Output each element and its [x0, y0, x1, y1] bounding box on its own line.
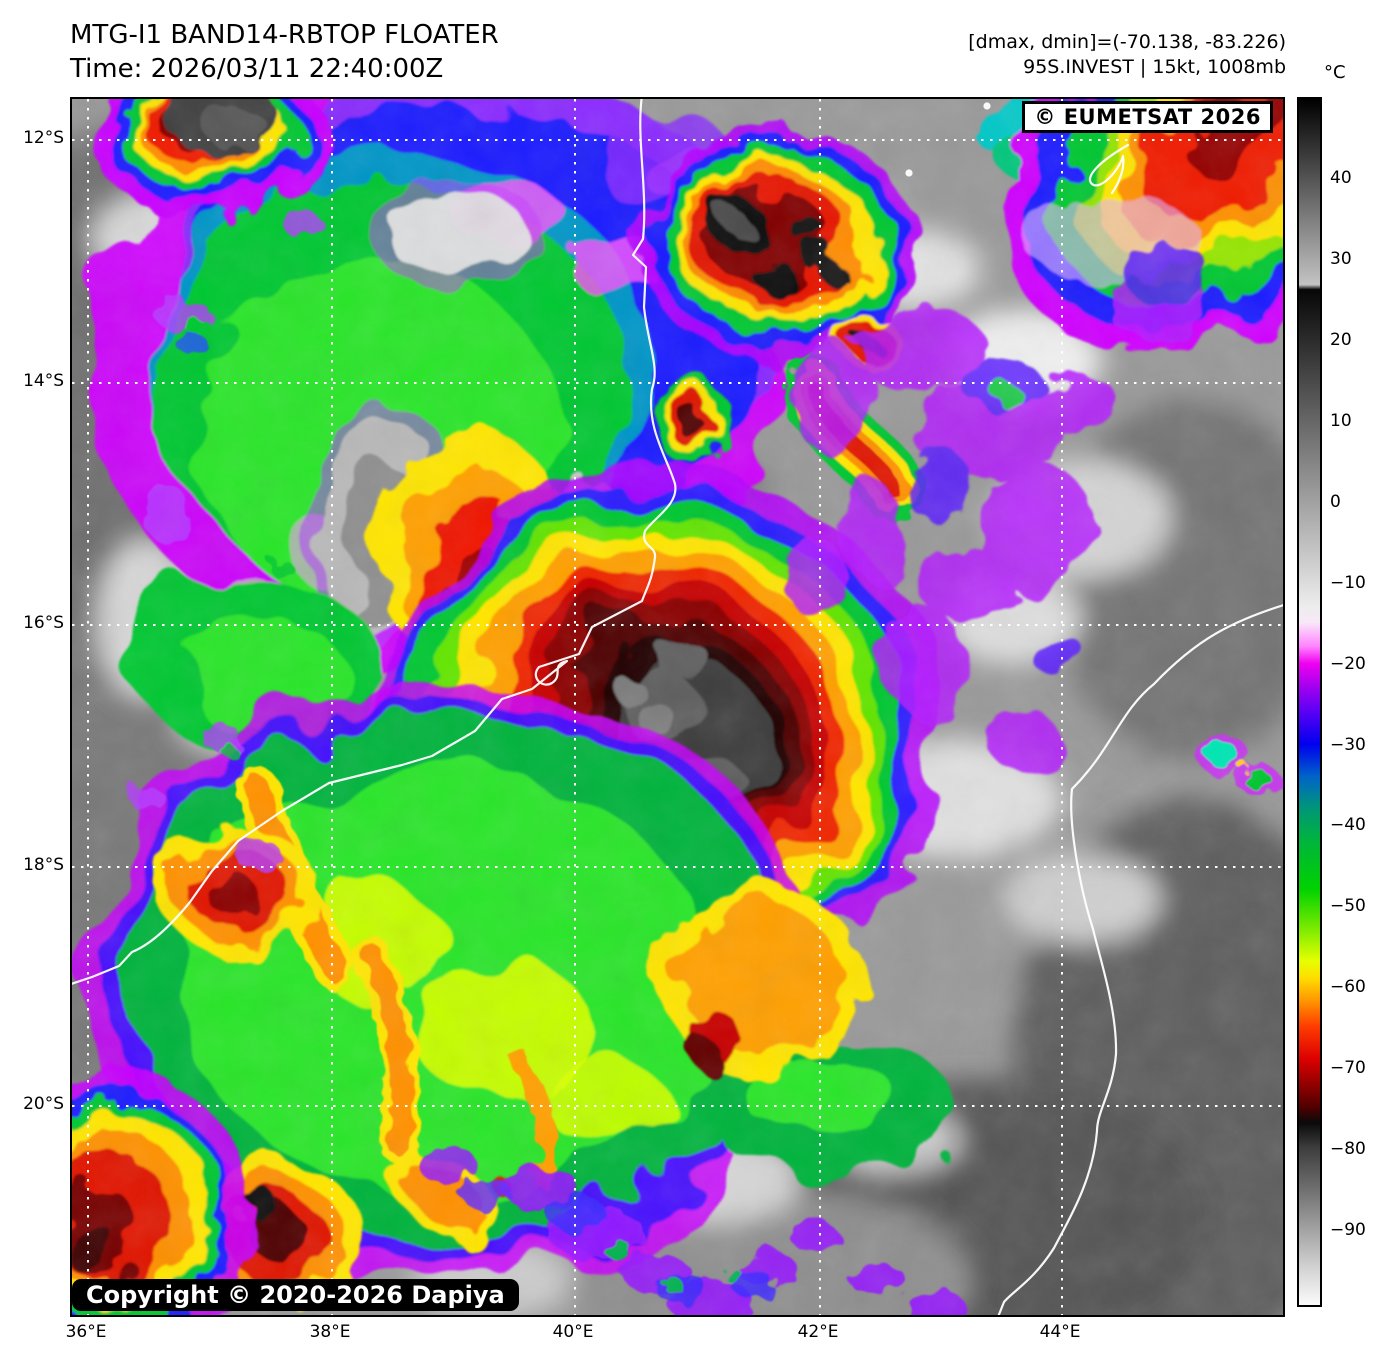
eumetsat-watermark: © EUMETSAT 2026: [1022, 101, 1273, 133]
x-axis-label: 42°E: [797, 1322, 839, 1342]
page-title: MTG-I1 BAND14-RBTOP FLOATER: [70, 20, 499, 50]
cloud-texture-overlay: [72, 99, 1283, 1315]
x-axis-label: 36°E: [65, 1322, 107, 1342]
island: [983, 102, 991, 110]
colorbar-tick-label: −70: [1330, 1058, 1366, 1079]
title-block: MTG-I1 BAND14-RBTOP FLOATER Time: 2026/0…: [70, 18, 499, 86]
colorbar-tick-label: 10: [1330, 410, 1352, 431]
colorbar-tick-label: −90: [1330, 1220, 1366, 1241]
coastline-mozambique: [72, 99, 677, 985]
info-block: [dmax, dmin]=(-70.138, -83.226) 95S.INVE…: [968, 30, 1286, 80]
colorbar-tick-label: −20: [1330, 653, 1366, 674]
colorbar-unit-label: °C: [1324, 62, 1346, 83]
coastline-madagascar: [997, 604, 1283, 1315]
colorbar-tick-label: −60: [1330, 977, 1366, 998]
colorbar-tick-label: −30: [1330, 734, 1366, 755]
temperature-colorbar: [1297, 97, 1322, 1307]
graticule: [72, 99, 1283, 1315]
colorbar-tick-label: 0: [1330, 491, 1341, 512]
y-axis-label: 18°S: [23, 855, 64, 875]
x-axis-label: 40°E: [552, 1322, 594, 1342]
satellite-map: [70, 97, 1285, 1317]
coastline-cape-hook: [1088, 143, 1130, 195]
colorbar-tick-label: −80: [1330, 1139, 1366, 1160]
colorbar-tick-label: −50: [1330, 896, 1366, 917]
timestamp: Time: 2026/03/11 22:40:00Z: [70, 54, 444, 84]
island: [905, 169, 913, 177]
colorbar-tick-label: −10: [1330, 572, 1366, 593]
y-axis-label: 16°S: [23, 613, 64, 633]
colorbar-tick-label: 40: [1330, 168, 1352, 188]
satellite-image: [72, 99, 1283, 1315]
copyright-badge: Copyright © 2020-2026 Dapiya: [72, 1279, 519, 1311]
x-axis-label: 44°E: [1039, 1322, 1081, 1342]
colorbar-tick-label: 30: [1330, 248, 1352, 269]
y-axis-label: 12°S: [23, 128, 64, 148]
y-axis-label: 14°S: [23, 371, 64, 391]
storm-status-readout: 95S.INVEST | 15kt, 1008mb: [1023, 56, 1286, 78]
colorbar-tick-label: 20: [1330, 329, 1352, 350]
dmax-dmin-readout: [dmax, dmin]=(-70.138, -83.226): [968, 31, 1286, 53]
y-axis-label: 20°S: [23, 1094, 64, 1114]
x-axis-label: 38°E: [309, 1322, 351, 1342]
colorbar-tick-label: −40: [1330, 815, 1366, 836]
